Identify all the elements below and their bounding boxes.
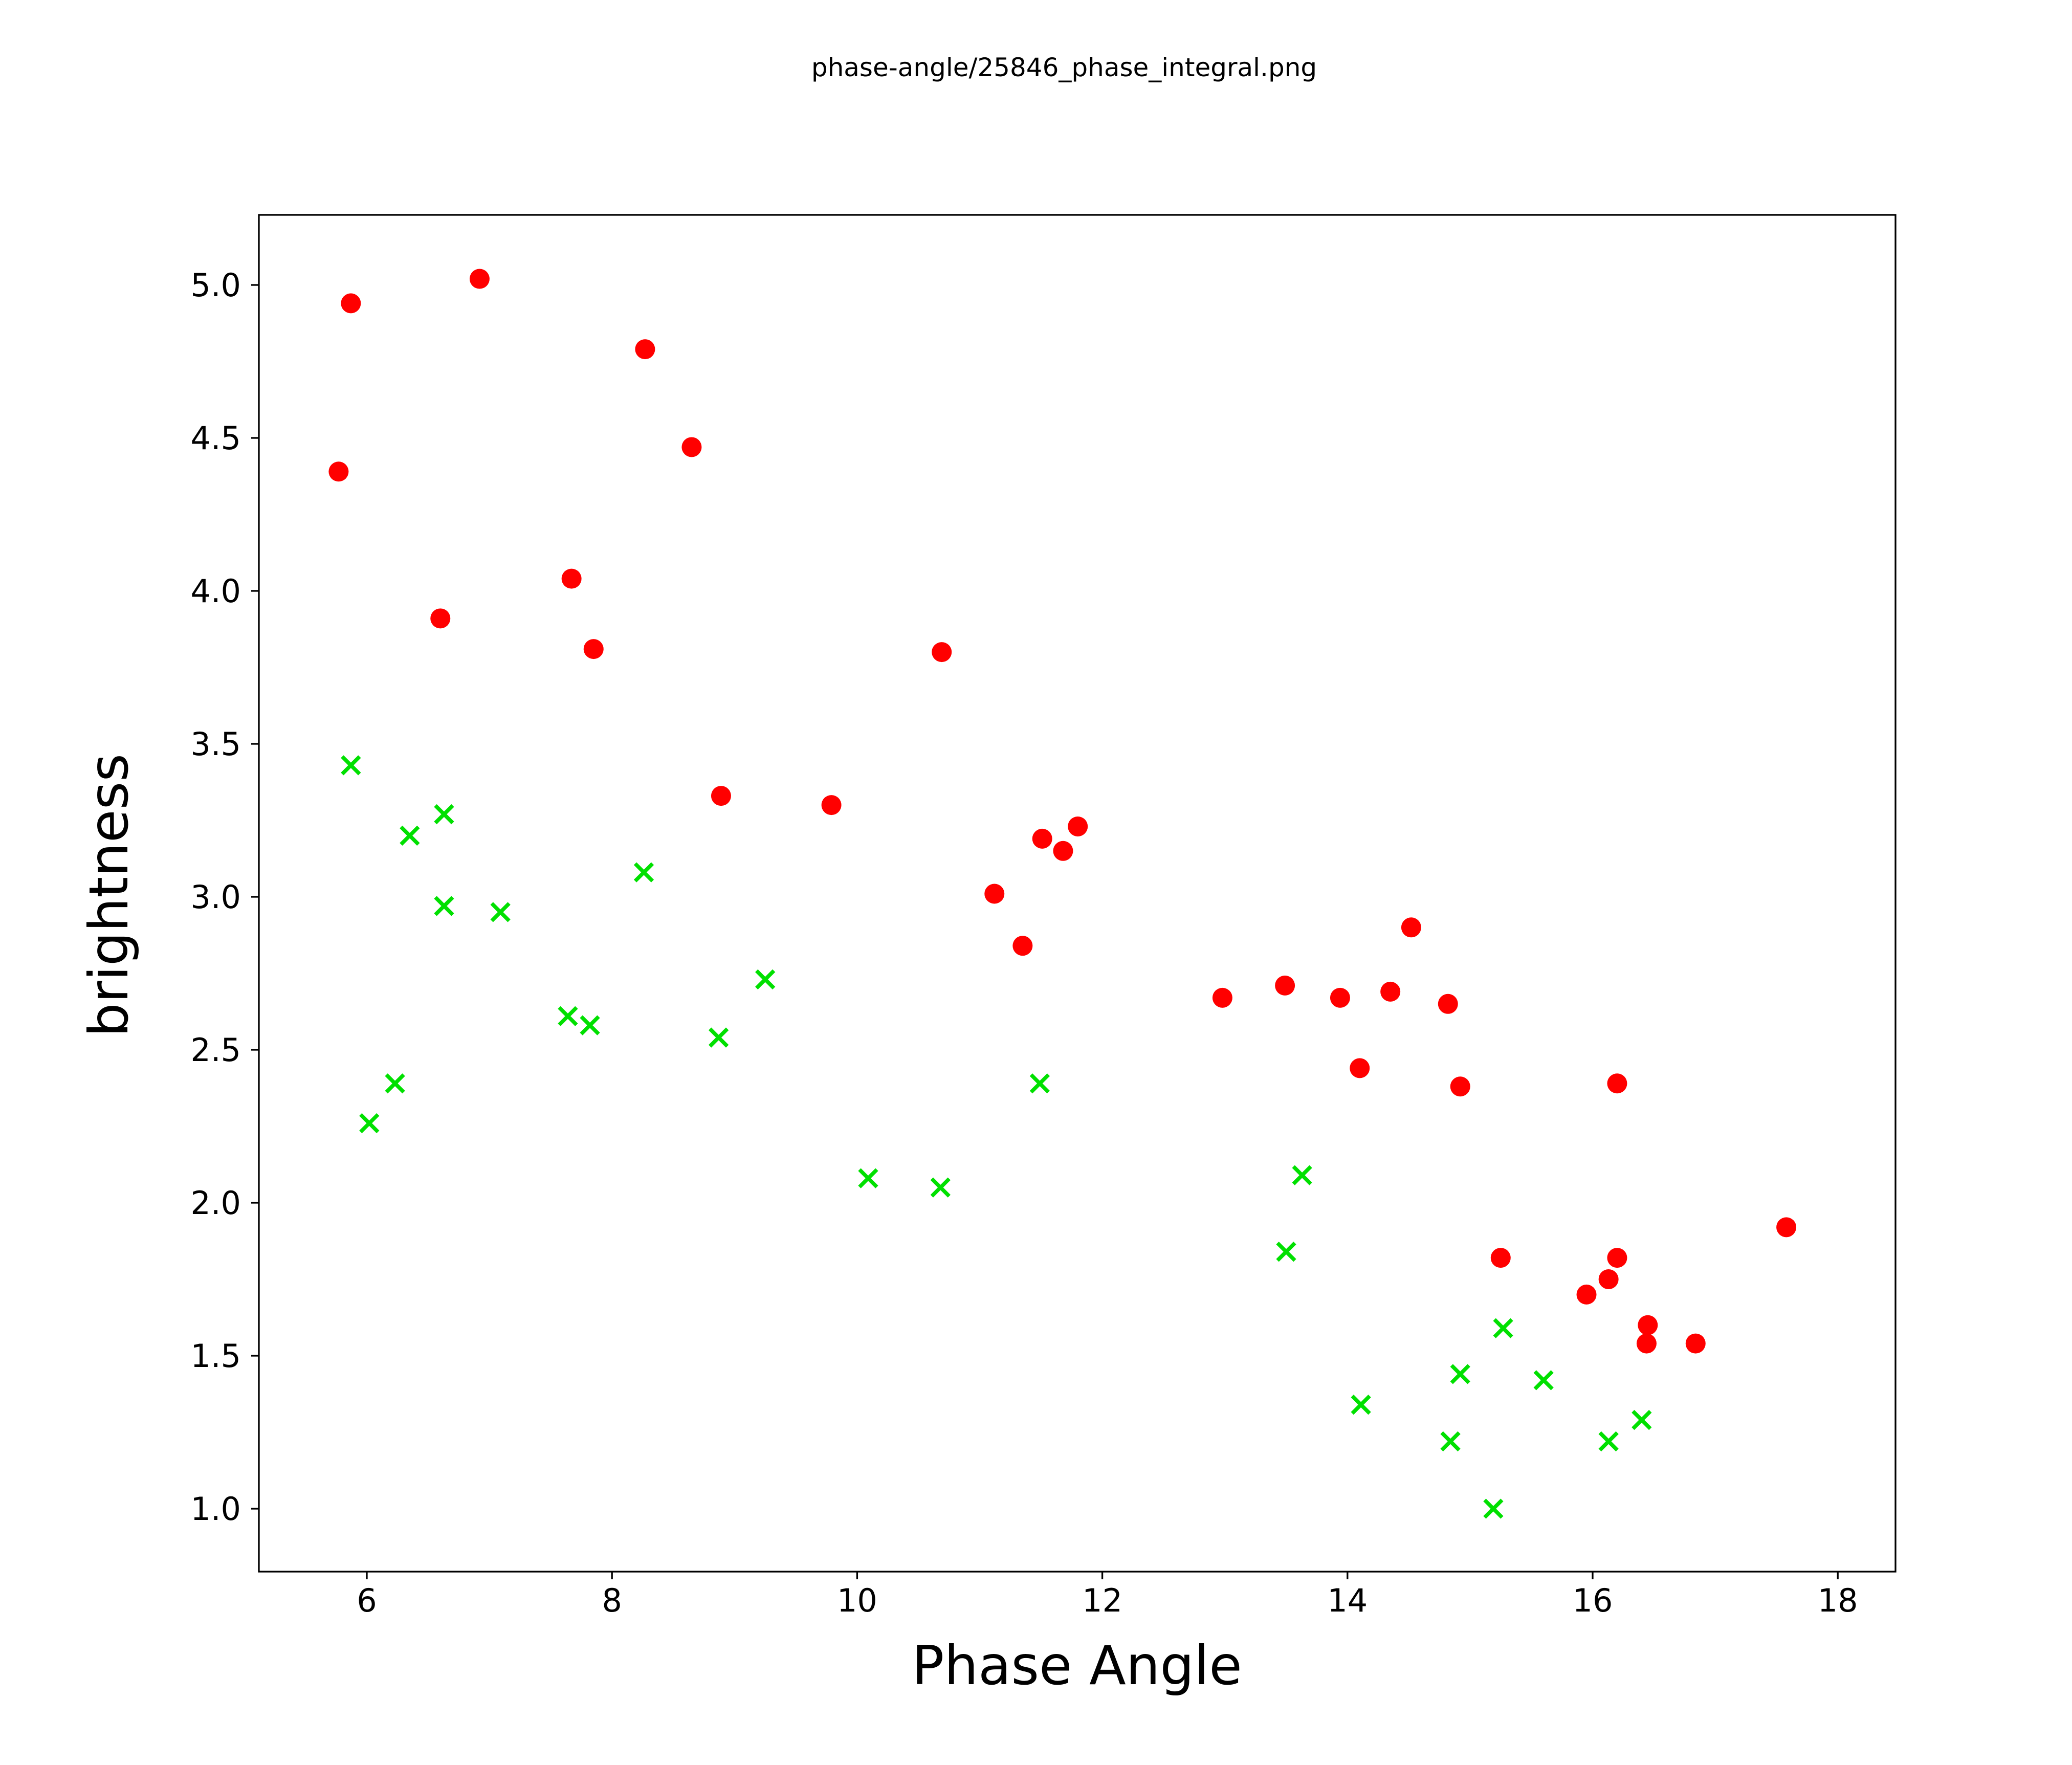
red-circle-point (1598, 1269, 1619, 1289)
green-x-point (930, 1177, 951, 1198)
green-x-point (385, 1073, 405, 1094)
y-tick-label: 1.5 (190, 1337, 241, 1375)
red-circle-point (1275, 975, 1295, 996)
green-x-point (708, 1027, 729, 1048)
red-circle-point (1450, 1076, 1470, 1097)
green-x-point (633, 862, 654, 882)
y-tick-label: 4.5 (190, 420, 241, 457)
x-axis-label: Phase Angle (912, 1635, 1242, 1697)
red-circle-point (328, 461, 349, 482)
x-tick-label: 8 (602, 1582, 622, 1619)
red-circle-point (583, 639, 604, 659)
red-circle-point (1685, 1333, 1706, 1354)
red-circle-point (1053, 841, 1073, 861)
y-axis-label: brightness (78, 754, 140, 1037)
x-tick-label: 14 (1327, 1582, 1368, 1619)
green-x-point (755, 969, 776, 990)
red-circle-point (1032, 828, 1052, 849)
red-circle-point (1350, 1058, 1370, 1078)
red-circle-point (1212, 987, 1232, 1008)
y-tick-label: 5.0 (190, 267, 241, 304)
red-circle-point (1438, 994, 1458, 1014)
green-x-point (1533, 1370, 1554, 1391)
red-circle-point (1401, 917, 1421, 938)
green-x-point (1276, 1242, 1296, 1262)
red-circle-point (635, 339, 655, 360)
green-x-point (1029, 1073, 1050, 1094)
red-circle-point (1607, 1248, 1627, 1268)
red-circle-point (469, 269, 490, 289)
x-tick-label: 6 (357, 1582, 377, 1619)
green-x-point (359, 1113, 380, 1134)
x-tick-label: 12 (1082, 1582, 1122, 1619)
red-circle-point (821, 795, 842, 815)
red-circle-point (984, 884, 1005, 904)
green-x-point (434, 896, 454, 916)
red-circle-point (1490, 1248, 1511, 1268)
x-tick-label: 18 (1818, 1582, 1858, 1619)
red-circle-point (561, 568, 582, 589)
green-x-point (858, 1168, 878, 1188)
green-x-point (341, 755, 361, 776)
y-tick-label: 3.0 (190, 878, 241, 916)
red-circle-point (681, 437, 702, 457)
axes-frame (258, 214, 1897, 1573)
red-circle-point (430, 608, 451, 629)
x-tick-label: 10 (837, 1582, 877, 1619)
red-circle-point (1776, 1217, 1797, 1238)
figure-title: phase-angle/25846_phase_integral.png (811, 53, 1317, 82)
green-x-point (1450, 1364, 1470, 1384)
red-circle-point (1638, 1315, 1658, 1335)
x-tick-label: 16 (1573, 1582, 1613, 1619)
green-x-point (1493, 1318, 1513, 1338)
green-x-point (1598, 1431, 1619, 1452)
red-circle-point (1576, 1284, 1597, 1305)
red-circle-point (1636, 1333, 1657, 1354)
green-x-point (400, 825, 420, 846)
green-x-point (1351, 1395, 1371, 1415)
green-x-point (1292, 1165, 1312, 1185)
y-tick-label: 1.0 (190, 1490, 241, 1528)
red-circle-point (1380, 981, 1401, 1002)
green-x-point (1632, 1409, 1652, 1430)
red-circle-point (341, 293, 361, 314)
red-circle-point (1068, 816, 1088, 836)
red-circle-point (1330, 987, 1350, 1008)
green-x-point (580, 1015, 600, 1035)
green-x-point (434, 804, 454, 825)
red-circle-point (932, 642, 952, 663)
green-x-point (490, 902, 511, 922)
y-tick-label: 2.5 (190, 1031, 241, 1069)
green-x-point (1440, 1431, 1461, 1452)
red-circle-point (1607, 1073, 1627, 1094)
green-x-point (558, 1006, 578, 1026)
green-x-point (1483, 1498, 1504, 1519)
y-tick-label: 2.0 (190, 1184, 241, 1222)
y-tick-label: 3.5 (190, 725, 241, 763)
red-circle-point (1012, 936, 1033, 956)
red-circle-point (711, 786, 731, 806)
y-tick-label: 4.0 (190, 572, 241, 610)
